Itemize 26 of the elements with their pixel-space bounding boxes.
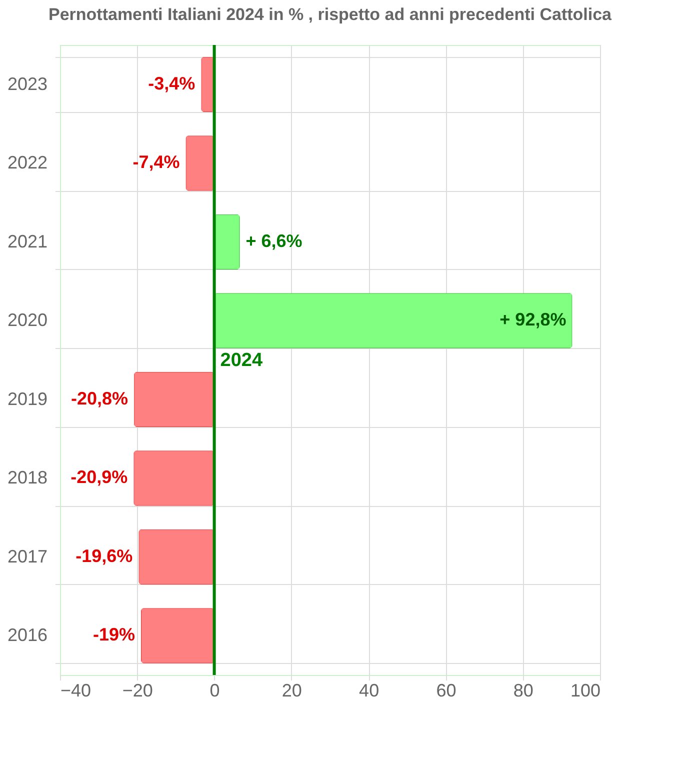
x-tick-label: 40 [359,680,380,700]
y-tick-label: 2020 [7,310,48,330]
data-label: -19% [92,624,135,645]
chart-title: Pernottamenti Italiani 2024 in % , rispetto ad anni precedenti Cattolica [48,5,612,24]
data-label: -19,6% [76,546,133,566]
y-tick-label: 2021 [7,231,48,252]
data-label: -20,9% [70,467,128,488]
x-tick-label: 80 [513,680,534,700]
y-tick-label: 2019 [7,388,48,409]
annotation: 2024 [220,350,263,371]
y-tick-label: 2023 [7,74,48,94]
x-tick-label: −40 [60,680,92,700]
x-tick-label: −20 [122,680,153,700]
data-label: -3,4% [148,73,196,94]
y-tick-label: 2017 [7,546,48,566]
x-tick-label: 60 [436,680,456,700]
x-tick-label: 20 [282,680,302,700]
y-tick-label: 2018 [7,468,48,488]
data-label: + 92,8% [500,310,566,330]
data-label: -7,4% [132,152,180,172]
y-tick-label: 2016 [7,625,48,646]
x-tick-label: 0 [210,680,220,700]
y-tick-label: 2022 [7,152,48,173]
x-tick-label: 100 [570,680,600,700]
data-label: -20,8% [71,388,128,408]
data-label: + 6,6% [246,230,302,251]
